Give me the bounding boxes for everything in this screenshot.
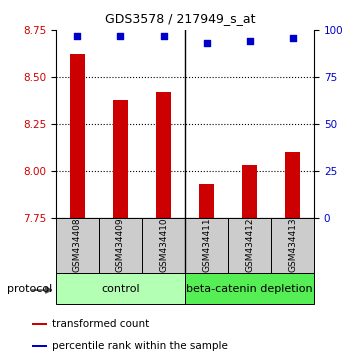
Bar xyxy=(242,165,257,218)
Point xyxy=(290,35,295,40)
Text: GDS3578 / 217949_s_at: GDS3578 / 217949_s_at xyxy=(105,12,256,25)
Bar xyxy=(199,184,214,218)
Text: protocol: protocol xyxy=(7,284,52,293)
Bar xyxy=(32,323,47,325)
Text: GSM434412: GSM434412 xyxy=(245,218,254,272)
Point xyxy=(247,39,252,44)
Text: GSM434408: GSM434408 xyxy=(73,218,82,273)
FancyBboxPatch shape xyxy=(185,218,228,273)
FancyBboxPatch shape xyxy=(271,218,314,273)
FancyBboxPatch shape xyxy=(142,218,185,273)
Text: percentile rank within the sample: percentile rank within the sample xyxy=(52,341,228,350)
Text: GSM434410: GSM434410 xyxy=(159,218,168,273)
FancyBboxPatch shape xyxy=(56,218,99,273)
Point xyxy=(161,33,166,39)
FancyBboxPatch shape xyxy=(56,273,185,304)
Bar xyxy=(156,92,171,218)
Text: transformed count: transformed count xyxy=(52,319,149,329)
Point xyxy=(118,33,123,39)
Bar xyxy=(113,99,128,218)
FancyBboxPatch shape xyxy=(185,273,314,304)
Text: control: control xyxy=(101,284,140,293)
FancyBboxPatch shape xyxy=(228,218,271,273)
Bar xyxy=(70,55,85,218)
Text: beta-catenin depletion: beta-catenin depletion xyxy=(186,284,313,293)
Point xyxy=(204,40,209,46)
Bar xyxy=(285,152,300,218)
Bar xyxy=(32,344,47,347)
Text: GSM434411: GSM434411 xyxy=(202,218,211,273)
Point xyxy=(75,33,81,39)
FancyBboxPatch shape xyxy=(99,218,142,273)
Text: GSM434409: GSM434409 xyxy=(116,218,125,273)
Text: GSM434413: GSM434413 xyxy=(288,218,297,273)
